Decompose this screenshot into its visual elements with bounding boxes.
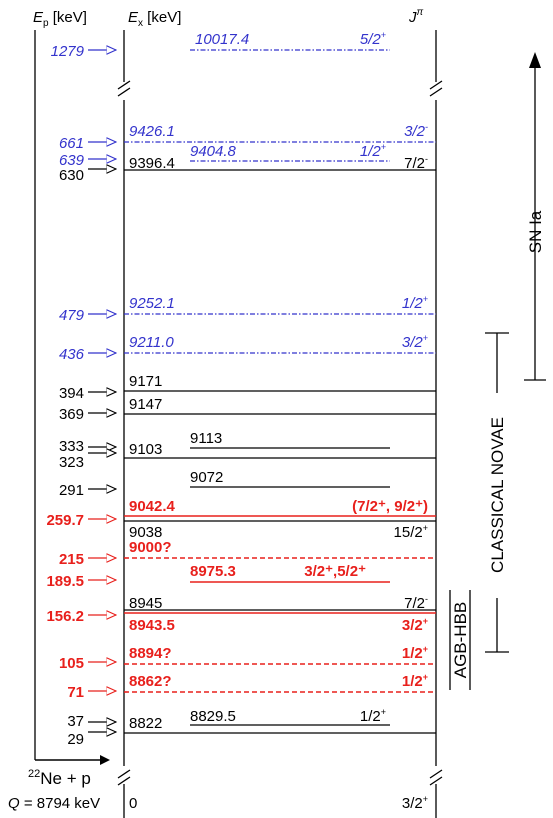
level-energy: 10017.4 xyxy=(195,31,249,48)
level-energy: 8975.3 xyxy=(190,563,236,580)
level-jpi: 3/2+ xyxy=(402,794,428,812)
sn-ia-range xyxy=(524,52,546,381)
level-9211.0: 9211.0 3/2+ 436 xyxy=(59,333,436,363)
resonance-energy: 369 xyxy=(59,406,84,423)
level-scheme: 10017.4 5/2+ 1279 9426.1 3/2- 661 9404.8 1/2+ 63… xyxy=(46,30,436,812)
level-9000?: 9000? 215 xyxy=(59,539,436,568)
resonance-energy: 291 xyxy=(59,482,84,499)
resonance-energy: 156.2 xyxy=(46,608,84,625)
resonance-energy: 105 xyxy=(59,655,84,672)
level-jpi: 15/2+ xyxy=(394,523,428,541)
jpi-header: Jπ xyxy=(408,7,424,26)
level-jpi: 7/2- xyxy=(404,594,428,612)
reaction-arrow xyxy=(35,755,110,765)
level-energy: 9113 xyxy=(190,430,222,447)
level-jpi: 3/2- xyxy=(404,122,428,140)
resonance-energy: 323 xyxy=(59,454,84,471)
resonance-energy: 71 xyxy=(67,684,84,701)
level-energy: 9252.1 xyxy=(129,295,175,312)
level-energy: 8945 xyxy=(129,595,162,612)
resonance-energy: 630 xyxy=(59,167,84,184)
level-jpi: 1/2+ xyxy=(402,294,428,312)
resonance-energy: 333 xyxy=(59,438,84,455)
resonance-energy: 189.5 xyxy=(46,573,84,590)
level-energy: 0 xyxy=(129,795,137,812)
resonance-energy: 29 xyxy=(67,731,84,748)
agb-hbb-range xyxy=(449,590,471,690)
classical-novae-range xyxy=(485,332,509,653)
level-9252.1: 9252.1 1/2+ 479 xyxy=(59,294,436,324)
level-9147: 9147 369 xyxy=(59,396,436,423)
level-energy: 8943.5 xyxy=(129,617,175,634)
sn-ia-label: SN Ia xyxy=(526,210,545,253)
level-jpi: 1/2+ xyxy=(360,142,386,160)
level-9113: 9113 333 xyxy=(59,430,390,455)
level-energy: 9404.8 xyxy=(190,143,237,160)
resonance-energy: 215 xyxy=(59,551,84,568)
level-8822: 8822 29 xyxy=(67,715,436,748)
level-8862?: 8862? 1/2+ 71 xyxy=(67,672,436,701)
level-8894?: 8894? 1/2+ 105 xyxy=(59,644,436,672)
ex-header: Ex [keV] xyxy=(128,9,181,29)
level-9072: 9072 291 xyxy=(59,469,390,499)
level-energy: 9426.1 xyxy=(129,123,175,140)
level-0: 0 3/2+ xyxy=(129,794,428,812)
resonance-energy: 1279 xyxy=(51,43,85,60)
classical-novae-label: CLASSICAL NOVAE xyxy=(488,417,507,573)
level-9042.4: 9042.4 (7/2⁺, 9/2⁺) 259.7 xyxy=(46,498,436,529)
level-9404.8: 9404.8 1/2+ 639 xyxy=(59,142,390,169)
level-jpi: (7/2⁺, 9/2⁺) xyxy=(352,498,428,515)
level-8945: 8945 7/2- xyxy=(124,594,436,612)
level-8943.5: 8943.5 3/2+ 156.2 xyxy=(46,608,436,634)
level-jpi: 1/2+ xyxy=(360,707,386,725)
level-jpi: 7/2- xyxy=(404,154,428,172)
resonance-energy: 37 xyxy=(67,713,84,730)
level-energy: 9000? xyxy=(129,539,172,556)
resonance-energy: 436 xyxy=(59,346,85,363)
level-energy: 9171 xyxy=(129,373,162,390)
level-jpi: 3/2+ xyxy=(402,333,428,351)
ex-axis xyxy=(117,30,443,818)
level-energy: 8822 xyxy=(129,715,162,732)
level-jpi: 1/2+ xyxy=(402,644,428,662)
level-8829.5: 8829.5 1/2+ 37 xyxy=(67,707,390,730)
q-value: Q = 8794 keV xyxy=(8,795,100,812)
level-energy: 9103 xyxy=(129,441,162,458)
resonance-energy: 479 xyxy=(59,307,85,324)
level-jpi: 1/2+ xyxy=(402,672,428,690)
level-jpi: 3/2+ xyxy=(402,616,428,634)
level-energy: 9211.0 xyxy=(129,334,174,351)
level-jpi: 5/2+ xyxy=(360,30,386,48)
level-jpi: 3/2⁺,5/2⁺ xyxy=(304,563,366,580)
level-8975.3: 8975.3 3/2⁺,5/2⁺ 189.5 xyxy=(46,563,390,590)
reaction-label: 22Ne + p xyxy=(28,768,91,788)
level-energy: 9038 xyxy=(129,524,162,541)
agb-hbb-label: AGB-HBB xyxy=(451,602,470,679)
level-9426.1: 9426.1 3/2- 661 xyxy=(59,122,436,152)
level-10017.4: 10017.4 5/2+ 1279 xyxy=(51,30,390,60)
level-energy: 9042.4 xyxy=(129,498,176,515)
resonance-energy: 394 xyxy=(59,385,84,402)
ep-header: Ep [keV] xyxy=(33,9,87,29)
level-energy: 8862? xyxy=(129,673,172,690)
level-9103: 9103 323 xyxy=(59,441,436,471)
resonance-energy: 661 xyxy=(59,135,84,152)
resonance-energy: 259.7 xyxy=(46,512,84,529)
level-energy: 8829.5 xyxy=(190,708,236,725)
level-9171: 9171 394 xyxy=(59,373,436,402)
level-energy: 9072 xyxy=(190,469,223,486)
level-energy: 9396.4 xyxy=(129,155,175,172)
level-energy: 8894? xyxy=(129,645,172,662)
resonance-energy: 639 xyxy=(59,152,85,169)
level-9038: 9038 15/2+ xyxy=(124,520,436,541)
level-9396.4: 9396.4 7/2- 630 xyxy=(59,154,436,184)
level-energy: 9147 xyxy=(129,396,162,413)
